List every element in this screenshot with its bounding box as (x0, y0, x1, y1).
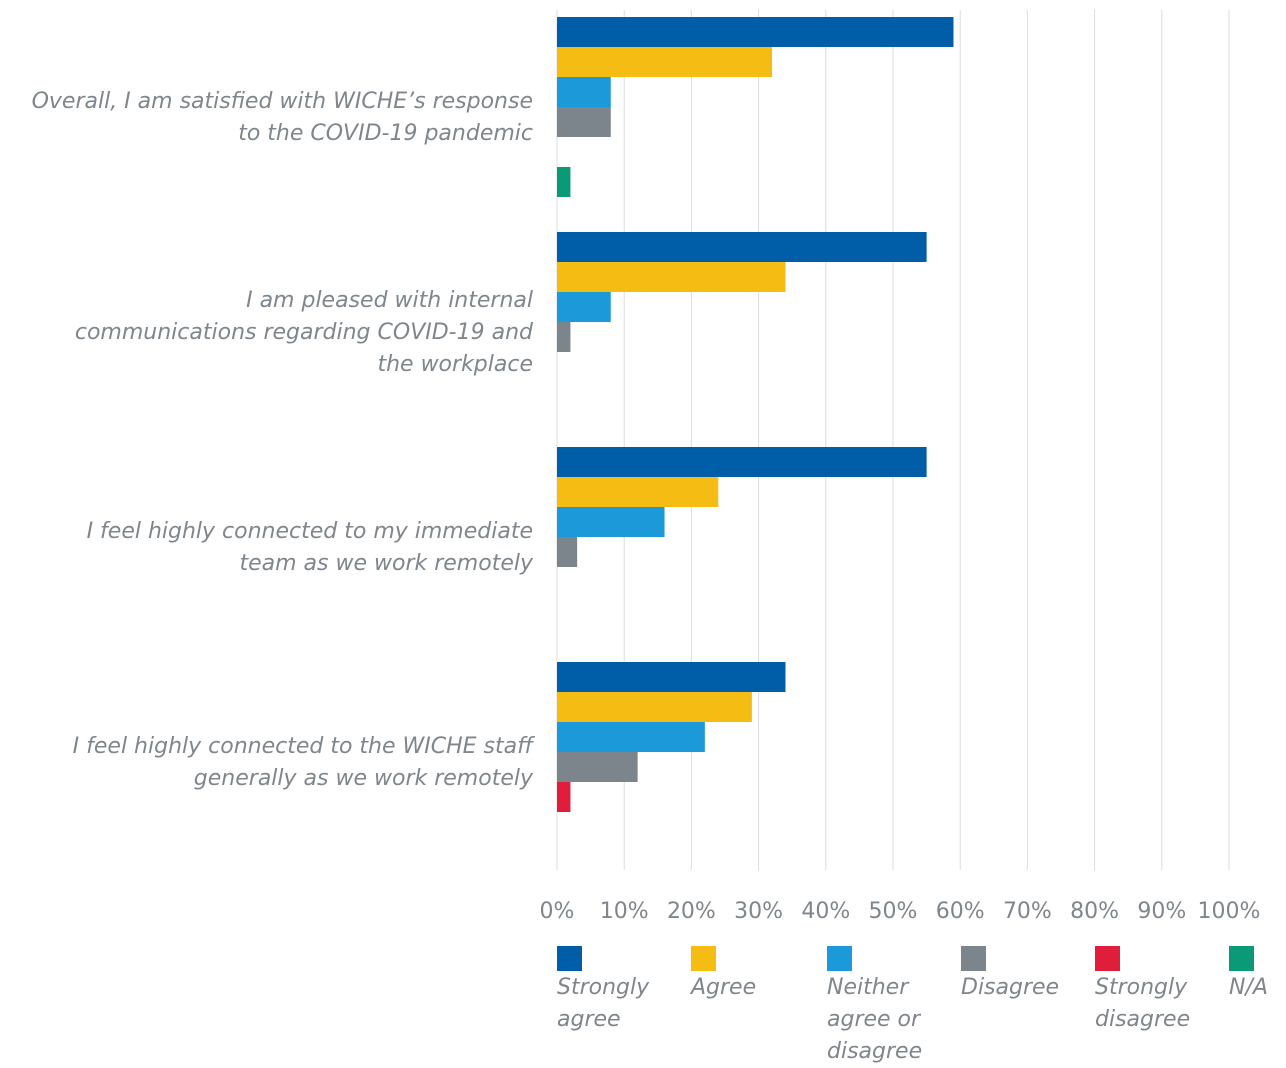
legend-label: Agree (691, 975, 757, 1000)
legend-label: Strongly agree (557, 975, 650, 1032)
legend-swatch (961, 946, 986, 971)
bar (557, 107, 611, 137)
legend-swatch (827, 946, 852, 971)
bar (557, 262, 786, 292)
legend-label: Neither agree or disagree (827, 975, 923, 1064)
legend-swatch (691, 946, 716, 971)
legend-label: N/A (1229, 975, 1268, 1000)
bar (557, 692, 752, 722)
legend-label: Strongly disagree (1095, 975, 1191, 1032)
bar (557, 662, 786, 692)
bar (557, 47, 773, 77)
legend-swatch (1095, 946, 1120, 971)
x-tick-label: 90% (1137, 899, 1186, 924)
x-tick-label: 70% (1003, 899, 1052, 924)
legend-label: Disagree (961, 975, 1060, 1000)
category-label: Overall, I am satisfied with WICHE’s res… (31, 88, 533, 146)
bar (557, 447, 927, 477)
category-label: I feel highly connected to the WICHE sta… (72, 733, 533, 791)
legend-swatch (557, 946, 582, 971)
category-label: I feel highly connected to my immediate … (86, 518, 533, 576)
x-tick-label: 100% (1198, 899, 1261, 924)
x-tick-label: 80% (1070, 899, 1119, 924)
bar (557, 77, 611, 107)
x-tick-label: 20% (667, 899, 716, 924)
bar (557, 722, 705, 752)
x-tick-label: 60% (936, 899, 985, 924)
bar (557, 232, 927, 262)
bar (557, 782, 571, 812)
x-tick-label: 50% (869, 899, 918, 924)
bar (557, 507, 665, 537)
bar (557, 477, 719, 507)
bar (557, 322, 571, 352)
x-tick-label: 30% (734, 899, 783, 924)
bar (557, 752, 638, 782)
category-label: I am pleased with internal communication… (74, 287, 533, 377)
bar (557, 17, 954, 47)
bar (557, 537, 578, 567)
legend-swatch (1229, 946, 1254, 971)
x-tick-label: 40% (801, 899, 850, 924)
x-tick-label: 10% (600, 899, 649, 924)
bar (557, 167, 571, 197)
x-tick-label: 0% (540, 899, 575, 924)
bar (557, 292, 611, 322)
